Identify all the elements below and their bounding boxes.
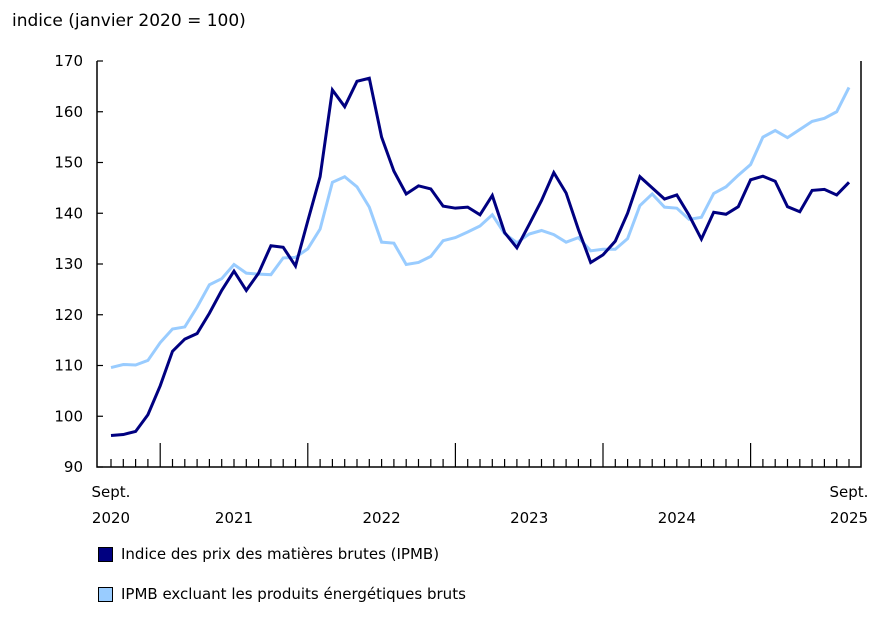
legend-label-ipmb: Indice des prix des matières brutes (IPM…: [121, 545, 440, 563]
x-tick-label: 2023: [510, 509, 548, 527]
legend-swatch-ipmb-excl-energy: [98, 586, 113, 602]
y-tick-label: 150: [54, 154, 83, 172]
legend-item-ipmb-excl-energy: IPMB excluant les produits énergétiques …: [98, 585, 466, 603]
y-tick-label: 110: [54, 357, 83, 375]
legend-swatch-ipmb: [98, 546, 113, 562]
y-tick-label: 90: [64, 458, 83, 476]
x-tick-label: 2024: [658, 509, 696, 527]
series-line-ipmb-excl-energy: [110, 86, 851, 369]
x-tick-label: Sept.: [92, 483, 131, 501]
plot-frame: [96, 61, 862, 468]
x-tick-label: 2021: [215, 509, 253, 527]
y-axis-title: indice (janvier 2020 = 100): [12, 11, 246, 31]
y-tick-label: 100: [54, 407, 83, 425]
y-tick-label: 140: [54, 204, 83, 222]
legend-label-ipmb-excl-energy: IPMB excluant les produits énergétiques …: [121, 585, 466, 603]
y-tick-label: 170: [54, 52, 83, 70]
y-tick-label: 130: [54, 255, 83, 273]
line-chart: indice (janvier 2020 = 100) 90 100 110 120 1…: [12, 11, 869, 527]
x-tick-label: 2022: [363, 509, 401, 527]
y-tick-label: 120: [54, 306, 83, 324]
x-tick-label: Sept.: [830, 483, 869, 501]
series-line-ipmb: [110, 76, 851, 438]
x-tick-label: 2020: [92, 509, 130, 527]
legend-item-ipmb: Indice des prix des matières brutes (IPM…: [98, 545, 439, 563]
y-tick-label: 160: [54, 103, 83, 121]
x-tick-label: 2025: [830, 509, 868, 527]
